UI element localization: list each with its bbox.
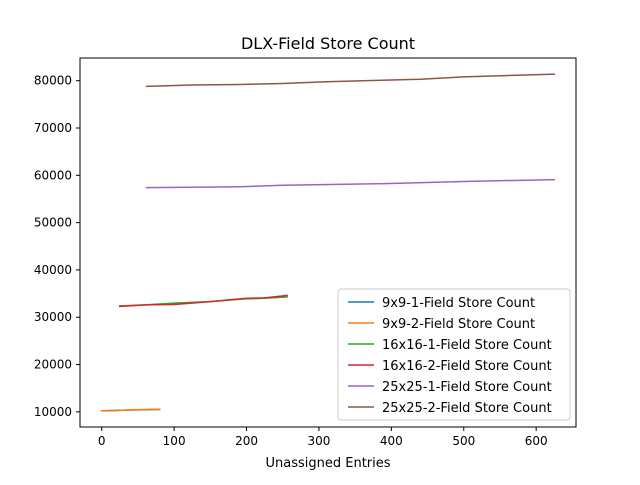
y-tick-label: 20000 bbox=[34, 358, 72, 372]
x-tick-label: 600 bbox=[525, 434, 548, 448]
y-tick-label: 70000 bbox=[34, 121, 72, 135]
legend: 9x9-1-Field Store Count 9x9-2-Field Store… bbox=[337, 288, 571, 421]
x-axis-ticks: 0 100 200 300 400 500 600 bbox=[98, 427, 548, 448]
series-line-6 bbox=[145, 73, 556, 88]
chart-title: DLX-Field Store Count bbox=[241, 34, 415, 53]
x-axis-label: Unassigned Entries bbox=[265, 456, 390, 471]
series-line-4 bbox=[119, 294, 288, 308]
legend-label: 16x16-1-Field Store Count bbox=[382, 338, 552, 353]
legend-label: 9x9-1-Field Store Count bbox=[382, 296, 535, 311]
legend-box bbox=[337, 288, 571, 421]
x-tick-label: 500 bbox=[452, 434, 475, 448]
legend-label: 16x16-2-Field Store Count bbox=[382, 359, 552, 374]
y-tick-label: 10000 bbox=[34, 405, 72, 419]
legend-label: 9x9-2-Field Store Count bbox=[382, 317, 535, 332]
series-line-5 bbox=[145, 178, 556, 189]
y-tick-label: 50000 bbox=[34, 216, 72, 230]
legend-label: 25x25-2-Field Store Count bbox=[382, 401, 552, 416]
x-tick-label: 300 bbox=[307, 434, 330, 448]
plot-area-frame bbox=[79, 57, 577, 428]
x-tick-label: 400 bbox=[380, 434, 403, 448]
y-tick-label: 80000 bbox=[34, 74, 72, 88]
series-layer bbox=[100, 73, 556, 412]
series-line-2 bbox=[100, 408, 161, 412]
x-tick-label: 100 bbox=[163, 434, 186, 448]
y-tick-label: 30000 bbox=[34, 310, 72, 324]
x-tick-label: 200 bbox=[235, 434, 258, 448]
x-tick-label: 0 bbox=[98, 434, 106, 448]
y-tick-label: 40000 bbox=[34, 263, 72, 277]
y-axis-ticks: 10000 20000 30000 40000 50000 60000 70000 80000 bbox=[34, 74, 80, 419]
y-tick-label: 60000 bbox=[34, 168, 72, 182]
legend-label: 25x25-1-Field Store Count bbox=[382, 380, 552, 395]
